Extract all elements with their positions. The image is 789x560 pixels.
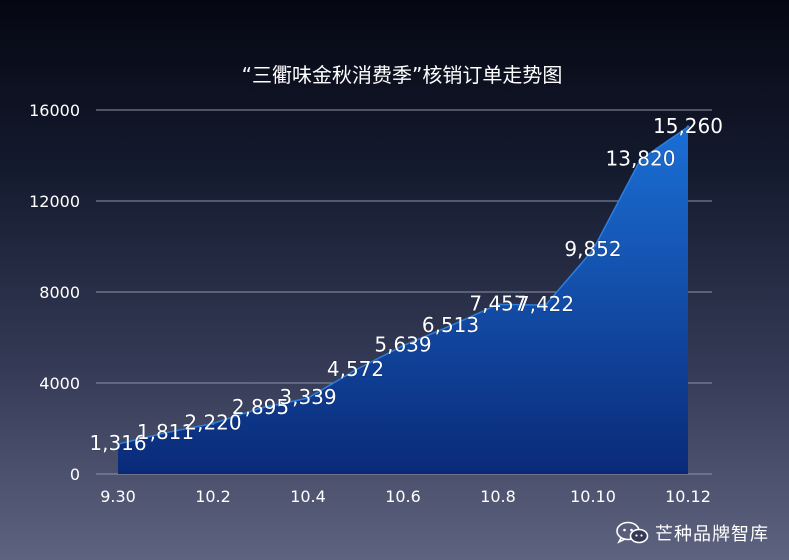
y-tick-label: 16000 <box>29 101 80 120</box>
x-tick-label: 9.30 <box>100 487 136 506</box>
chart-title: “三衢味金秋消费季”核销订单走势图 <box>242 63 563 87</box>
data-point <box>354 368 357 372</box>
x-tick-label: 10.10 <box>570 487 616 506</box>
data-point <box>496 302 500 306</box>
data-point <box>116 442 120 446</box>
series-area <box>118 126 688 475</box>
data-point <box>401 344 405 348</box>
data-point <box>449 324 452 328</box>
x-tick-label: 10.6 <box>385 487 421 506</box>
x-tick-label: 10.12 <box>665 487 711 506</box>
data-label: 4,572 <box>327 357 384 381</box>
data-label: 13,820 <box>606 147 676 171</box>
watermark: 芒种品牌智库 <box>615 520 769 546</box>
data-label: 3,339 <box>279 385 336 409</box>
x-tick-label: 10.2 <box>195 487 231 506</box>
data-label: 2,220 <box>184 410 241 434</box>
data-point <box>544 303 547 307</box>
data-point <box>591 248 595 252</box>
y-tick-label: 8000 <box>39 283 80 302</box>
data-label: 9,852 <box>564 237 621 261</box>
x-tick-label: 10.8 <box>480 487 516 506</box>
data-label: 5,639 <box>374 333 431 357</box>
data-label: 15,260 <box>653 114 723 138</box>
data-point <box>306 396 310 400</box>
data-label: 1,811 <box>137 420 194 444</box>
data-point <box>686 125 690 129</box>
x-tick-label: 10.4 <box>290 487 326 506</box>
data-label: 7,457 <box>469 291 526 315</box>
watermark-text: 芒种品牌智库 <box>655 524 769 545</box>
data-label: 7,422 <box>517 292 574 316</box>
data-label: 2,895 <box>232 395 289 419</box>
data-point <box>211 421 215 425</box>
data-label: 6,513 <box>422 313 479 337</box>
y-tick-label: 12000 <box>29 192 80 211</box>
data-point <box>639 158 642 162</box>
data-point <box>259 406 262 410</box>
data-label: 1,316 <box>89 431 146 455</box>
wechat-icon <box>616 521 649 544</box>
y-tick-label: 0 <box>70 465 80 484</box>
data-point <box>164 431 167 435</box>
y-tick-label: 4000 <box>39 374 80 393</box>
